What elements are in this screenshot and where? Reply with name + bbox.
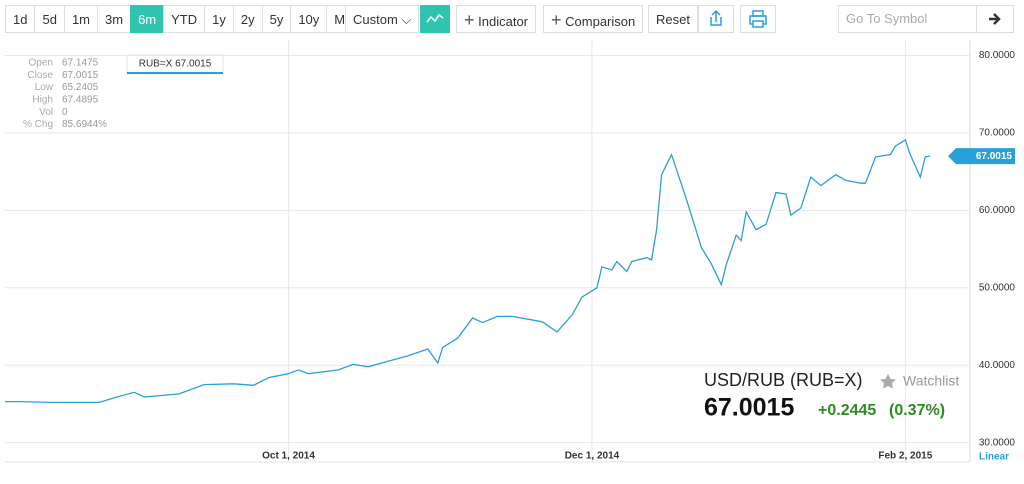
plus-icon: + <box>464 10 475 30</box>
y-tick-label: 50.0000 <box>979 282 1016 293</box>
symbol-name: USD/RUB (RUB=X) <box>704 370 863 390</box>
y-tick-label: 70.0000 <box>979 128 1016 139</box>
comparison-button[interactable]: + Comparison <box>543 5 644 33</box>
quote-label: % Chg <box>23 119 53 130</box>
range-button[interactable]: 1d <box>5 5 36 33</box>
range-bar: 1d5d1m3m6mYTD1y2y5y10yMax <box>5 5 367 33</box>
quote-value: 67.4895 <box>62 95 99 106</box>
y-tick-label: 60.0000 <box>979 205 1016 216</box>
range-button[interactable]: 1m <box>63 5 98 33</box>
range-button[interactable]: 2y <box>232 5 263 33</box>
range-button[interactable]: 5y <box>261 5 292 33</box>
quote-value: 65.2405 <box>62 82 99 93</box>
range-button[interactable]: 1y <box>204 5 234 33</box>
comparison-group: + Comparison <box>543 5 644 33</box>
share-group <box>698 5 734 33</box>
quote-label: Vol <box>39 107 53 118</box>
quote-label: High <box>32 95 53 106</box>
arrow-icon <box>989 13 1001 25</box>
indicator-group: + Indicator <box>456 5 537 33</box>
y-tick-label: 40.0000 <box>979 360 1016 371</box>
line-icon <box>426 13 444 23</box>
range-button[interactable]: 5d <box>34 5 65 33</box>
watchlist-label: Watchlist <box>903 373 959 389</box>
y-tick-label: 30.0000 <box>979 437 1016 448</box>
change: +0.2445 <box>818 402 876 419</box>
print-button[interactable] <box>740 5 776 33</box>
share-icon <box>710 9 722 26</box>
print-icon <box>749 10 767 28</box>
change-pct: (0.37%) <box>889 402 945 419</box>
chart-type-button[interactable] <box>420 5 450 33</box>
print-group <box>740 5 776 33</box>
quote-value: 67.0015 <box>62 70 99 81</box>
range-button[interactable]: 6m <box>130 5 165 33</box>
indicator-label: Indicator <box>478 14 529 29</box>
search-placeholder: Go To Symbol <box>846 11 928 26</box>
quote-label: Low <box>35 82 54 93</box>
last-price-label: 67.0015 <box>976 151 1013 162</box>
y-tick-label: 80.0000 <box>979 50 1016 61</box>
indicator-button[interactable]: + Indicator <box>456 5 537 33</box>
last-price-tag <box>948 148 1015 165</box>
quote-label: Open <box>29 58 53 69</box>
reset-button[interactable]: Reset <box>648 5 698 33</box>
tooltip: RUB=X 67.0015 <box>139 59 212 70</box>
share-button[interactable] <box>698 5 734 33</box>
chart-type-group <box>420 5 450 33</box>
custom-group: Custom ⌵ <box>345 5 420 33</box>
price: 67.0015 <box>704 394 794 422</box>
quote-label: Close <box>27 70 53 81</box>
comparison-label: Comparison <box>565 14 636 29</box>
x-tick-label: Feb 2, 2015 <box>878 451 932 462</box>
tooltip-box <box>126 54 224 75</box>
search-go[interactable] <box>976 6 1013 32</box>
custom-button[interactable]: Custom ⌵ <box>345 5 420 33</box>
quote-value: 67.1475 <box>62 58 99 69</box>
quote-value: 85.6944% <box>62 119 107 130</box>
range-button[interactable]: 10y <box>290 5 328 33</box>
price-line <box>5 138 931 404</box>
reset-group: Reset <box>648 5 698 33</box>
x-tick-label: Oct 1, 2014 <box>262 451 315 462</box>
star-icon <box>880 374 896 389</box>
scale-label: Linear <box>979 452 1009 463</box>
search-box[interactable]: Go To Symbol <box>838 5 1014 33</box>
custom-label: Custom <box>353 12 398 27</box>
range-button[interactable]: YTD <box>163 5 206 33</box>
x-tick-label: Dec 1, 2014 <box>565 451 620 462</box>
quote-value: 0 <box>62 107 68 118</box>
range-button[interactable]: 3m <box>97 5 132 33</box>
plus-icon: + <box>551 10 562 30</box>
